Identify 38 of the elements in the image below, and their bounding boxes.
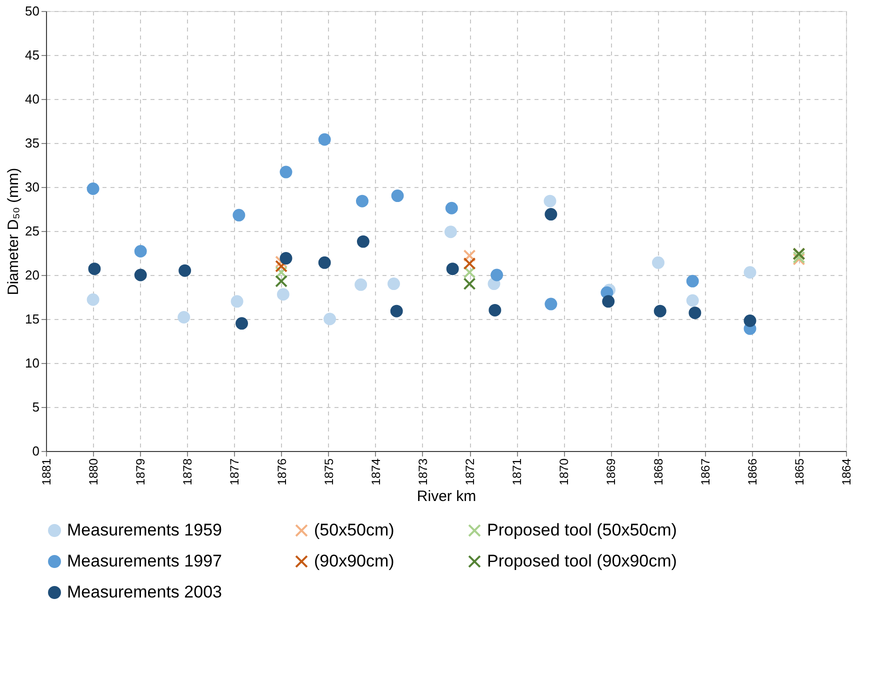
x-tick-label: 1864 [840,458,854,486]
x-tick-label: 1874 [368,458,383,486]
x-tick-label: 1878 [180,458,195,486]
legend-label: Measurements 1997 [67,552,222,570]
x-tick-label: 1871 [510,458,524,486]
y-tick-label: 5 [32,400,40,414]
y-tick-label: 0 [32,444,40,458]
x-tick-label: 1873 [416,458,430,486]
legend-label: Proposed tool (90x90cm) [487,552,677,570]
y-tick-label: 50 [25,4,40,18]
legend-label: Measurements 2003 [67,582,222,602]
x-tick-label: 1872 [463,458,478,486]
legend-label: Proposed tool (50x50cm) [487,520,677,540]
x-tick-label: 1877 [228,458,242,486]
x-tick-label: 1867 [698,458,712,486]
y-tick-label: 30 [25,180,40,194]
x-tick-label: 1865 [792,458,806,486]
x-tick-label: 1866 [745,458,760,486]
legend-label: Measurements 1959 [67,520,222,540]
y-tick-label: 45 [25,48,40,62]
y-tick-label: 25 [25,224,40,238]
y-tick-label: 40 [25,92,40,106]
x-tick-label: 1879 [134,458,148,486]
y-tick-label: 10 [25,356,40,370]
y-tick-label: 15 [25,312,40,326]
y-tick-label: 20 [25,268,40,282]
y-axis-title: Diameter D₅₀ (mm) [5,168,22,296]
legend-label: (50x50cm) [314,520,394,540]
x-tick-label: 1876 [274,458,289,486]
x-tick-label: 1870 [557,458,572,486]
x-tick-label: 1869 [604,458,618,486]
x-tick-label: 1875 [322,458,336,486]
x-axis-title: River km [416,488,476,506]
x-tick-label: 1881 [40,458,54,486]
y-tick-label: 35 [25,136,40,150]
x-tick-label: 1880 [86,458,101,486]
legend-label: (90x90cm) [314,552,394,570]
x-tick-label: 1868 [651,458,666,486]
